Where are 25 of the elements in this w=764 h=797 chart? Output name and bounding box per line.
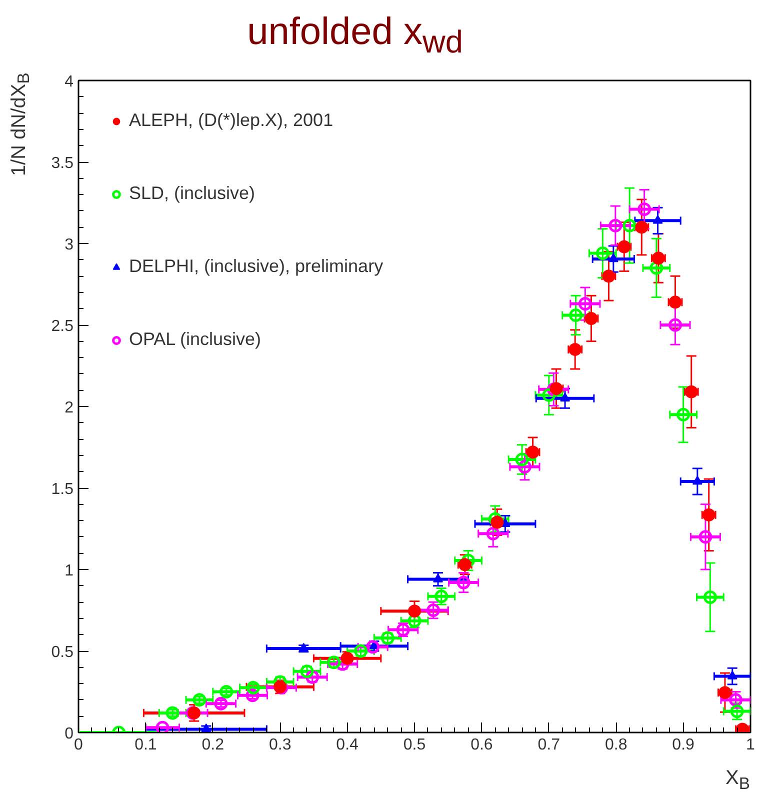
- y-tick-label: 3.5: [51, 155, 74, 172]
- x-tick-label: 1: [746, 736, 756, 754]
- x-tick-label: 0.9: [672, 736, 695, 754]
- x-tick-label: 0.6: [470, 736, 493, 754]
- y-tick-label: 2.5: [51, 318, 74, 335]
- x-tick-label: 0.3: [268, 736, 292, 754]
- y-tick-label: 0: [64, 726, 74, 742]
- x-tick-label: 0.4: [336, 736, 359, 754]
- x-tick-label: 0.8: [604, 736, 628, 754]
- x-tick-label: 0.2: [202, 736, 224, 754]
- legend-label: SLD, (inclusive): [129, 183, 256, 204]
- y-tick-label: 0.5: [51, 644, 74, 661]
- legend-label: OPAL (inclusive): [129, 329, 262, 350]
- legend-label: ALEPH, (D(*)lep.X), 2001: [129, 110, 334, 131]
- chart-title: unfolded x$_{wd}$: [246, 10, 464, 62]
- x-tick-label: 0.1: [134, 736, 157, 754]
- y-tick-label: 2: [64, 400, 74, 416]
- y-tick-label: 4: [64, 74, 74, 90]
- x-tick-label: 0.7: [538, 736, 560, 754]
- y-tick-label: 1.5: [51, 481, 74, 498]
- legend-label: DELPHI, (inclusive), preliminary: [129, 256, 384, 277]
- x-axis-title: X$_{B}$: [724, 766, 750, 795]
- y-tick-label: 1: [64, 562, 74, 580]
- y-tick-label: 3: [64, 236, 74, 254]
- x-tick-label: 0.5: [403, 736, 426, 754]
